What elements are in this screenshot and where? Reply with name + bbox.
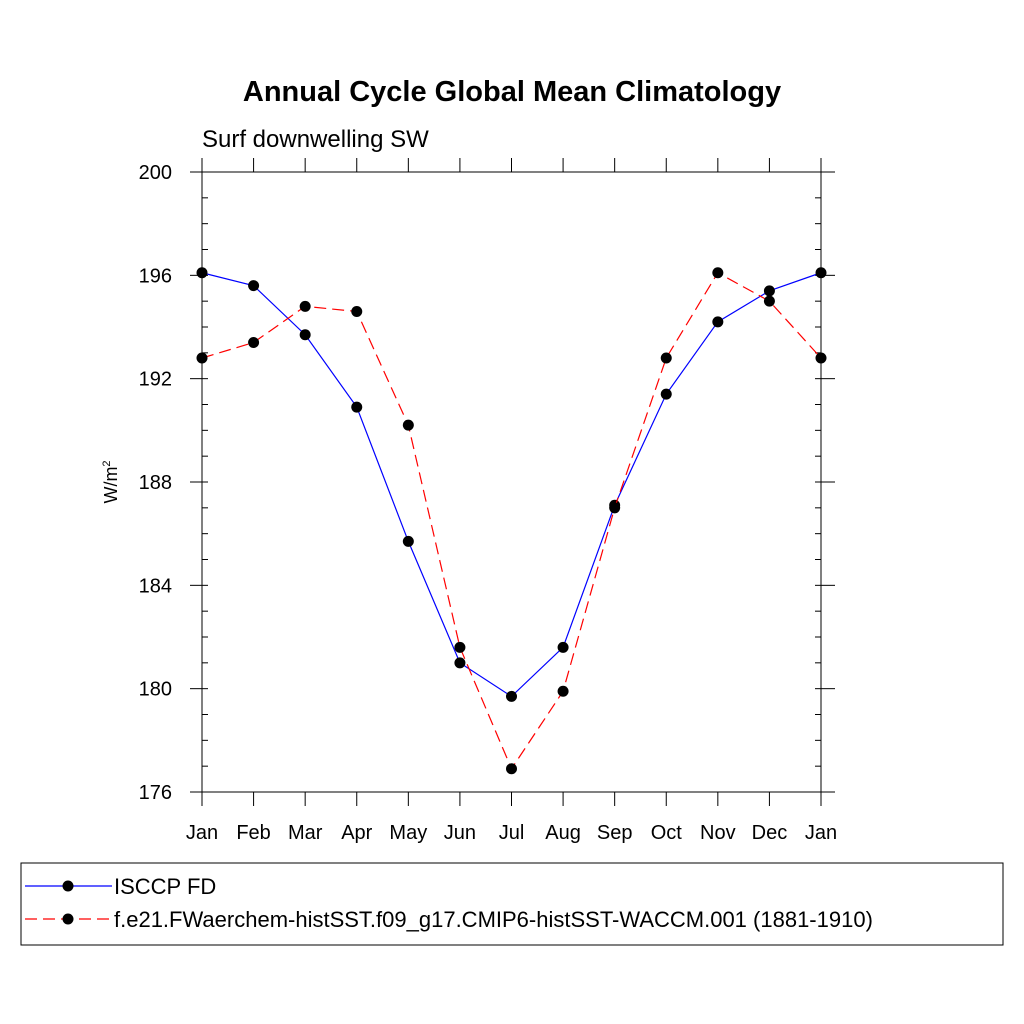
series-2-point — [248, 337, 260, 348]
plot-area — [196, 267, 827, 775]
y-tick-label: 200 — [139, 162, 172, 184]
series-1-point — [402, 535, 414, 547]
series-2-point — [660, 352, 672, 364]
series-1-point — [506, 690, 517, 702]
series-2 — [196, 267, 827, 775]
x-tick-label: Apr — [341, 822, 372, 844]
series-1-point — [660, 388, 672, 400]
legend-label-2: f.e21.FWaerchem-histSST.f09_g17.CMIP6-hi… — [114, 907, 873, 932]
series-2-point — [557, 685, 569, 697]
chart-subtitle: Surf downwelling SW — [202, 126, 429, 153]
x-tick-label: May — [389, 822, 427, 844]
series-2-point — [454, 641, 466, 653]
series-2-point — [815, 352, 827, 364]
series-2-point — [351, 306, 363, 317]
x-tick-label: Mar — [288, 822, 323, 844]
y-tick-label: 180 — [139, 679, 172, 701]
y-tick-label: 192 — [139, 369, 172, 391]
y-tick-label: 184 — [139, 575, 172, 597]
svg-text:W/m2: W/m2 — [101, 460, 121, 503]
legend-label-1: ISCCP FD — [114, 874, 216, 899]
series-1-point — [454, 657, 466, 669]
axes: 176 180 184 188 192 196 200 Jan Feb Mar Apr May Jun J… — [139, 158, 837, 844]
x-tick-label: Jun — [444, 822, 476, 844]
series-1-point — [351, 401, 363, 413]
legend-box — [20, 862, 1004, 946]
series-2-point — [506, 763, 517, 775]
y-axis-label: W/m2 — [101, 460, 121, 503]
x-tick-label: Jul — [499, 822, 525, 844]
series-2-point — [712, 267, 724, 279]
series-1-point — [248, 280, 260, 292]
x-tick-label: Oct — [651, 822, 683, 844]
series-2-point — [763, 295, 775, 307]
y-axis-label-base: W/m — [101, 467, 121, 504]
x-tick-label: Jan — [186, 822, 218, 844]
series-2-point — [196, 352, 208, 364]
series-1-point — [815, 267, 827, 279]
series-1-point — [763, 285, 775, 297]
x-tick-label: Sep — [597, 822, 633, 844]
series-1-point — [299, 329, 311, 341]
series-1-point — [557, 641, 569, 653]
y-tick-label: 188 — [139, 472, 172, 494]
x-tick-label: Jan — [805, 822, 837, 844]
legend-marker-2 — [62, 913, 74, 925]
legend: ISCCP FD f.e21.FWaerchem-histSST.f09_g17.… — [20, 862, 1004, 946]
series-1-point — [712, 316, 724, 328]
series-1 — [196, 267, 827, 702]
chart-title: Annual Cycle Global Mean Climatology — [243, 76, 781, 108]
series-2-point — [299, 300, 311, 312]
y-tick-label: 196 — [139, 265, 172, 287]
y-tick-label: 176 — [139, 782, 172, 804]
x-tick-label: Dec — [752, 822, 788, 844]
legend-marker-1 — [62, 880, 74, 892]
series-2-point — [402, 419, 414, 431]
y-axis-label-superscript: 2 — [101, 460, 113, 466]
x-tick-label: Nov — [700, 822, 736, 844]
x-tick-label: Aug — [545, 822, 581, 844]
series-2-point — [609, 502, 621, 514]
series-1-point — [196, 267, 208, 279]
x-tick-label: Feb — [236, 822, 270, 844]
